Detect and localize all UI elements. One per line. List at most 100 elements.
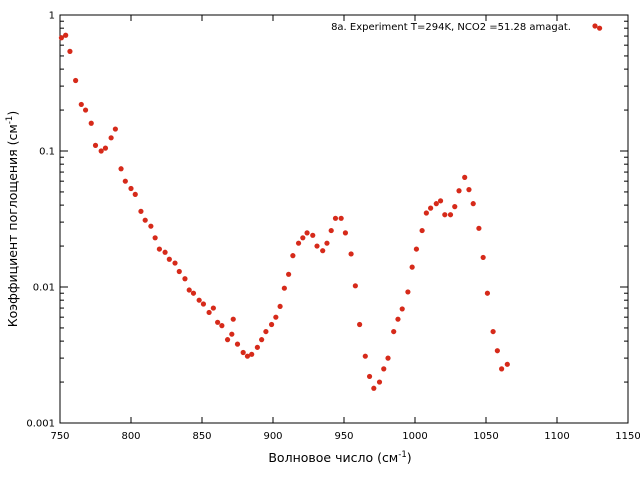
- data-point: [210, 305, 216, 311]
- data-point: [166, 256, 172, 262]
- data-point: [122, 178, 128, 184]
- data-point: [419, 227, 425, 234]
- data-point: [206, 309, 212, 316]
- data-point: [499, 366, 505, 372]
- data-point: [88, 120, 94, 126]
- data-point: [409, 264, 415, 270]
- data-point: [234, 341, 241, 347]
- data-point: [108, 135, 114, 141]
- y-axis: 0.001 0.01 0.1 1: [26, 11, 628, 430]
- data-point: [413, 246, 420, 252]
- data-point: [342, 230, 349, 236]
- data-point: [286, 271, 292, 277]
- data-point: [118, 166, 124, 172]
- data-point: [148, 223, 154, 229]
- data-point: [348, 251, 354, 257]
- x-tick-label: 1000: [402, 431, 427, 442]
- data-point: [229, 331, 235, 337]
- data-point: [328, 227, 334, 234]
- data-point: [186, 287, 192, 293]
- data-point: [423, 210, 429, 216]
- data-point: [381, 366, 387, 372]
- data-point: [314, 243, 320, 249]
- data-point: [391, 328, 397, 335]
- data-point: [399, 306, 405, 312]
- data-point: [67, 48, 73, 54]
- data-point: [273, 314, 279, 320]
- data-point: [281, 285, 287, 291]
- data-point: [230, 316, 236, 322]
- data-point: [128, 185, 134, 192]
- x-tick-label: 950: [334, 431, 353, 442]
- data-point: [437, 198, 444, 204]
- data-point: [504, 361, 510, 367]
- data-point: [224, 337, 231, 343]
- data-point: [263, 328, 269, 335]
- data-point: [470, 201, 476, 207]
- x-axis-label: Волновое число (см-1): [268, 450, 411, 465]
- data-point: [320, 248, 326, 254]
- x-tick-label: 750: [50, 431, 69, 442]
- data-point: [484, 290, 491, 296]
- data-point: [196, 297, 202, 303]
- data-point: [462, 174, 468, 180]
- data-point: [385, 355, 391, 361]
- data-point: [324, 240, 330, 246]
- data-point: [376, 379, 383, 385]
- data-point: [172, 260, 178, 266]
- y-tick-label: 0.01: [33, 283, 55, 294]
- data-point: [219, 323, 225, 329]
- data-point: [395, 316, 401, 322]
- data-point: [63, 32, 69, 38]
- data-point: [200, 301, 207, 307]
- y-tick-label: 0.1: [39, 147, 55, 158]
- data-point: [190, 290, 197, 296]
- data-point: [357, 321, 363, 328]
- x-tick-label: 1050: [473, 431, 498, 442]
- data-point: [332, 215, 339, 221]
- legend: 8a. Experiment T=294K, NCO2 =51.28 amaga…: [331, 22, 598, 33]
- data-point: [268, 321, 275, 328]
- data-point: [476, 225, 482, 231]
- data-point: [371, 385, 377, 391]
- data-point: [442, 212, 448, 218]
- data-point: [240, 349, 246, 356]
- legend-entry-label: 8a. Experiment T=294K, NCO2 =51.28 amaga…: [331, 22, 571, 33]
- y-axis-label: Коэффициент поглощения (см-1): [5, 111, 20, 327]
- data-point: [102, 145, 109, 151]
- data-point: [494, 348, 500, 354]
- data-point: [352, 283, 358, 289]
- data-point: [142, 217, 148, 223]
- data-point: [162, 249, 168, 255]
- x-tick-label: 850: [192, 431, 211, 442]
- x-tick-label: 1100: [544, 431, 569, 442]
- data-point: [490, 328, 496, 335]
- data-point: [597, 25, 603, 31]
- y-tick-label: 1: [49, 11, 55, 22]
- data-point: [456, 188, 462, 194]
- data-point: [215, 319, 221, 325]
- data-point: [452, 204, 458, 210]
- data-point: [176, 268, 182, 275]
- data-point: [466, 187, 472, 193]
- data-points: [58, 25, 603, 391]
- data-point: [366, 373, 373, 380]
- data-point: [310, 232, 316, 238]
- data-point: [244, 353, 251, 359]
- data-point: [98, 148, 104, 154]
- data-point: [92, 142, 99, 148]
- data-point: [112, 126, 118, 132]
- data-point: [447, 212, 454, 218]
- data-point: [78, 101, 84, 108]
- legend-marker: [592, 23, 598, 29]
- x-tick-label: 800: [121, 431, 140, 442]
- data-point: [82, 107, 89, 113]
- y-tick-label: 0.001: [26, 419, 55, 430]
- data-point: [182, 276, 188, 282]
- data-point: [428, 205, 434, 211]
- data-point: [249, 351, 255, 357]
- data-point: [73, 77, 79, 84]
- data-point: [304, 230, 310, 236]
- x-tick-label: 1150: [615, 431, 640, 442]
